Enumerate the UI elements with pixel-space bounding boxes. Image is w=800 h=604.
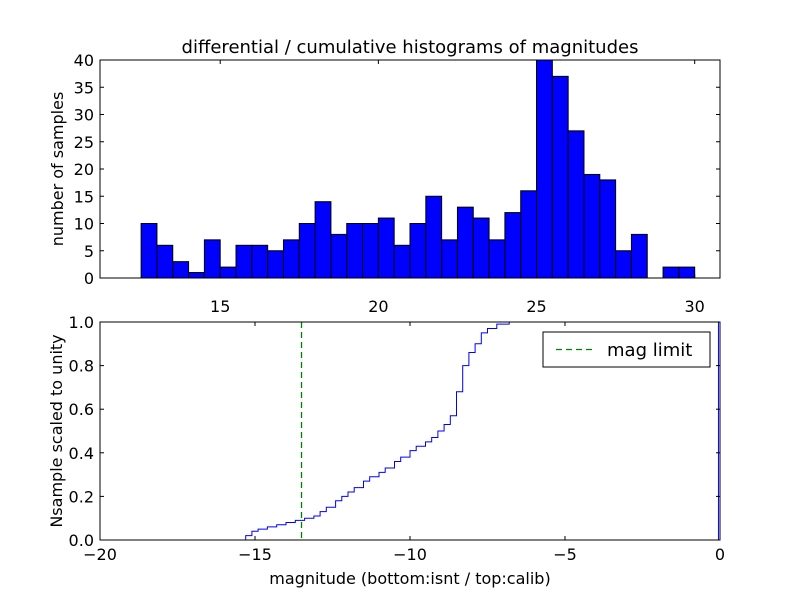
y-tick-label: 0.4 bbox=[69, 444, 94, 463]
y-tick-label: 0.0 bbox=[69, 531, 94, 550]
histogram-bar bbox=[282, 239, 300, 279]
x-tick-label: −5 bbox=[553, 545, 577, 564]
histogram-bar bbox=[599, 179, 617, 279]
x-tick-label: 25 bbox=[526, 297, 546, 316]
cumulative-ticks: −20 −15 −10 −5 0 0.0 0.2 0.4 0.6 0.8 1.0 bbox=[69, 313, 726, 564]
histogram-bar bbox=[362, 223, 379, 279]
histogram-panel: differential / cumulative histograms of … bbox=[48, 37, 721, 316]
y-tick-label: 10 bbox=[74, 215, 94, 234]
histogram-ylabel: number of samples bbox=[48, 92, 67, 247]
x-tick-label: 30 bbox=[685, 297, 705, 316]
histogram-bar bbox=[409, 223, 427, 279]
y-tick-label: 0 bbox=[84, 269, 94, 288]
histogram-title: differential / cumulative histograms of … bbox=[182, 37, 639, 58]
cumulative-ylabel: Nsample scaled to unity bbox=[47, 334, 66, 527]
x-tick-label: −20 bbox=[83, 545, 117, 564]
x-tick-label: 20 bbox=[368, 297, 388, 316]
y-tick-label: 1.0 bbox=[69, 313, 94, 332]
histogram-bar bbox=[488, 239, 506, 279]
histogram-bar bbox=[156, 244, 174, 279]
histogram-bar bbox=[219, 266, 237, 279]
y-tick-label: 35 bbox=[74, 78, 94, 97]
histogram-bar bbox=[583, 173, 601, 279]
y-tick-label: 0.2 bbox=[69, 487, 94, 506]
histogram-bar bbox=[203, 239, 221, 279]
histogram-bar bbox=[267, 250, 284, 279]
histogram-bar bbox=[425, 195, 443, 279]
histogram-bar bbox=[520, 190, 538, 279]
histogram-bar bbox=[456, 206, 474, 279]
histogram-bar bbox=[615, 250, 632, 279]
histogram-bar bbox=[298, 223, 316, 279]
histogram-bar bbox=[504, 212, 522, 279]
histogram-bar bbox=[662, 266, 680, 279]
histogram-bar bbox=[472, 217, 490, 279]
x-tick-label: −15 bbox=[238, 545, 272, 564]
y-tick-label: 25 bbox=[74, 133, 94, 152]
y-tick-label: 40 bbox=[74, 51, 94, 70]
y-tick-label: 15 bbox=[74, 187, 94, 206]
histogram-bar bbox=[330, 233, 348, 279]
x-tick-label: 0 bbox=[715, 545, 725, 564]
x-tick-label: 15 bbox=[210, 297, 230, 316]
histogram-bar bbox=[377, 217, 395, 279]
y-tick-label: 20 bbox=[74, 160, 94, 179]
histogram-bar bbox=[393, 244, 411, 279]
histogram-bar bbox=[630, 233, 648, 279]
histogram-ticks: 15 20 25 30 0 5 10 15 20 25 30 35 40 bbox=[74, 51, 720, 316]
histogram-bar bbox=[314, 201, 332, 279]
x-tick-label: −10 bbox=[393, 545, 427, 564]
y-tick-label: 0.6 bbox=[69, 400, 94, 419]
histogram-bar bbox=[251, 244, 269, 279]
histogram-bar bbox=[567, 130, 585, 279]
legend-mag-limit-label: mag limit bbox=[607, 340, 692, 361]
histogram-bar bbox=[188, 272, 205, 279]
histogram-bar bbox=[172, 261, 190, 279]
histogram-bar bbox=[441, 239, 458, 279]
histogram-bar bbox=[551, 75, 569, 279]
y-tick-label: 5 bbox=[84, 242, 94, 261]
histogram-bar bbox=[235, 244, 253, 279]
histogram-bar bbox=[346, 223, 364, 279]
histogram-bar bbox=[140, 223, 158, 279]
legend: mag limit bbox=[542, 331, 711, 368]
cumulative-step-line bbox=[100, 321, 719, 541]
cumulative-xlabel: magnitude (bottom:isnt / top:calib) bbox=[269, 569, 550, 588]
y-tick-label: 0.8 bbox=[69, 357, 94, 376]
cumulative-panel: −20 −15 −10 −5 0 0.0 0.2 0.4 0.6 0.8 1.0 magnitude… bbox=[47, 313, 725, 588]
y-tick-label: 30 bbox=[74, 106, 94, 125]
histogram-bar bbox=[678, 266, 696, 279]
histogram-bar bbox=[536, 59, 553, 279]
